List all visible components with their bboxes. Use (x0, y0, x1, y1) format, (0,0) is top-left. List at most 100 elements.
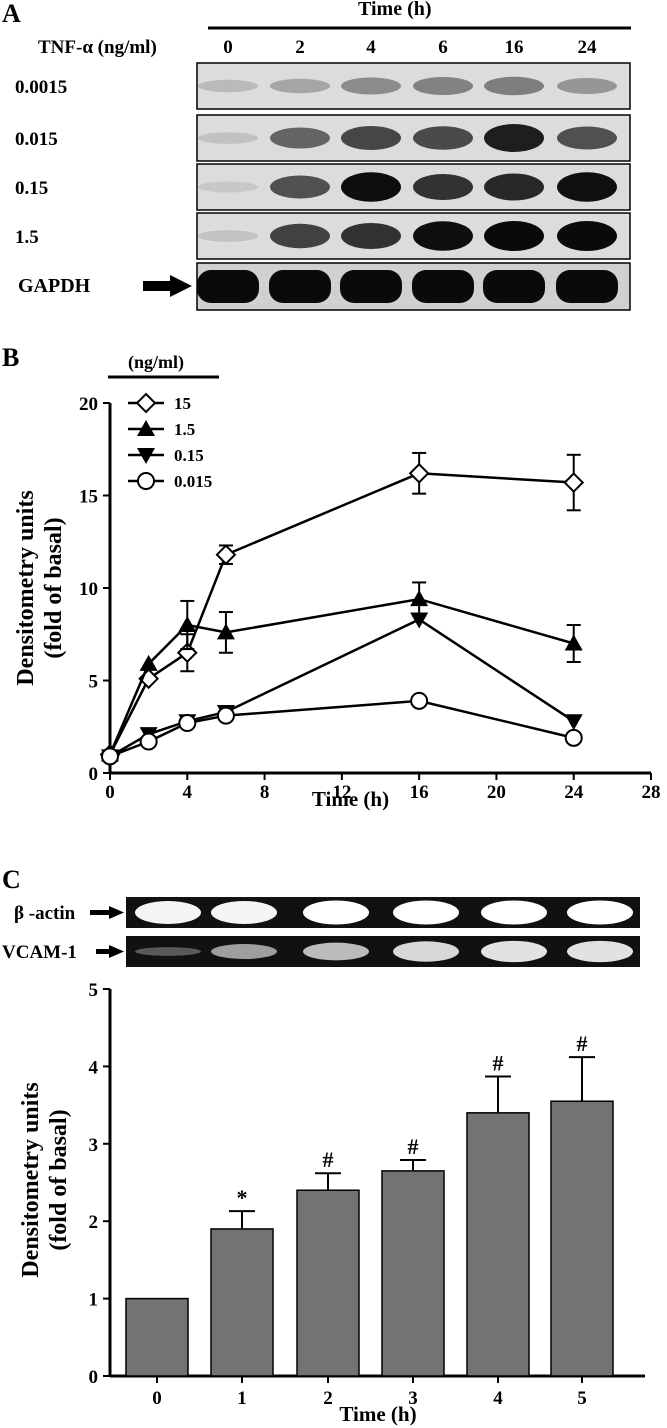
y-axis-title: Densitometry units(fold of basal) (13, 490, 67, 685)
panel-a-label: A (2, 0, 21, 28)
gel-strip (126, 897, 640, 928)
band (341, 223, 401, 249)
line-chart: 0 4 8 12 16 20 24 28 0 5 10 15 20 Time (h) Densitometr… (13, 392, 661, 811)
x-axis-title: Time (h) (312, 787, 389, 811)
row-label: 0.0015 (15, 77, 67, 98)
band (198, 230, 258, 242)
y-tick-label: 5 (89, 672, 99, 693)
legend-label: 0.15 (174, 446, 204, 465)
y-tick-label: 15 (79, 487, 98, 508)
data-point (216, 706, 235, 725)
y-axis-title-line2: (fold of basal) (46, 1109, 72, 1250)
gel-strip (126, 936, 640, 967)
data-point (178, 616, 197, 632)
gel-row-label: β -actin (14, 903, 76, 924)
y-tick-label: 10 (79, 579, 98, 600)
gapdh-band (483, 270, 545, 303)
row-label: 1.5 (15, 227, 39, 248)
gapdh-band (556, 270, 618, 303)
legend-label: 1.5 (174, 420, 195, 439)
y-axis-title-line1: Densitometry units (18, 1082, 44, 1277)
gel-arrow-shaft (96, 949, 118, 954)
y-tick-label: 5 (89, 980, 99, 1001)
gel-c: β -actin VCAM-1 (2, 897, 640, 967)
band (270, 78, 330, 94)
band (198, 132, 258, 144)
data-point (139, 732, 158, 751)
legend-label: 15 (174, 394, 191, 413)
bar (125, 1297, 189, 1377)
data-point (178, 714, 197, 733)
band (413, 221, 473, 251)
gel-band (393, 900, 459, 925)
gel-band (393, 941, 459, 962)
panel-a: A Time (h) TNF-α (ng/ml) 0 2 4 6 16 240.00150… (2, 0, 631, 311)
gapdh-label: GAPDH (18, 275, 91, 297)
bar (210, 1228, 274, 1377)
gel-band (303, 942, 369, 961)
band (413, 126, 473, 150)
significance-mark: # (323, 1147, 334, 1172)
y-tick-label: 20 (79, 394, 98, 415)
gel-row-label: VCAM-1 (2, 942, 77, 963)
x-tick-label: 24 (564, 782, 584, 803)
legend-marker (137, 472, 155, 490)
series-line (108, 597, 575, 755)
time-label: 16 (505, 37, 524, 58)
band (413, 174, 473, 200)
row-label: 0.15 (15, 178, 48, 199)
time-label: 0 (223, 37, 233, 58)
bar (296, 1189, 360, 1377)
gel-band (303, 900, 369, 925)
time-label: 2 (295, 37, 305, 58)
band (341, 126, 401, 150)
band (341, 172, 401, 202)
gel-arrow-shaft (90, 910, 112, 915)
data-point (410, 691, 429, 710)
y-tick-label: 0 (89, 764, 99, 785)
significance-mark: # (577, 1031, 588, 1056)
band (557, 221, 617, 251)
time-label: 6 (438, 37, 448, 58)
data-point (408, 462, 430, 484)
bar (381, 1170, 445, 1377)
y-tick-label: 4 (89, 1057, 99, 1078)
band (198, 181, 258, 193)
band (557, 126, 617, 150)
band (341, 77, 401, 95)
band (270, 223, 330, 249)
x-tick-label: 4 (183, 782, 193, 803)
gel-band (211, 900, 277, 925)
band (557, 78, 617, 94)
panel-c: C β -actin VCAM-1 0 1 2 3 4 5 0 1 * 2 #3 #4 #5 # Time (… (2, 865, 645, 1426)
band (198, 79, 258, 93)
x-tick-label: 12 (332, 782, 351, 803)
band (484, 124, 544, 152)
band (270, 127, 330, 149)
series-line (109, 699, 575, 758)
gel-band (567, 900, 633, 925)
band (270, 175, 330, 199)
data-point (139, 654, 158, 671)
tnf-label: TNF-α (ng/ml) (38, 37, 157, 58)
series-line (109, 618, 575, 758)
time-header: Time (h) (358, 0, 432, 20)
data-point (563, 472, 585, 493)
band (484, 173, 544, 201)
x-tick-label: 0 (105, 782, 115, 803)
y-axis-title-line1: Densitometry units (13, 490, 39, 685)
band (557, 172, 617, 202)
gel-band (135, 947, 201, 956)
x-tick-label: 16 (410, 782, 429, 803)
gel-band (567, 940, 633, 963)
gapdh-arrow (143, 275, 192, 297)
time-label: 24 (578, 37, 598, 58)
legend-marker (137, 420, 155, 436)
x-axis-title: Time (h) (339, 1402, 416, 1426)
y-tick-label: 0 (89, 1367, 99, 1388)
time-label: 4 (366, 37, 376, 58)
gapdh-band (197, 270, 259, 303)
data-point (215, 544, 237, 566)
